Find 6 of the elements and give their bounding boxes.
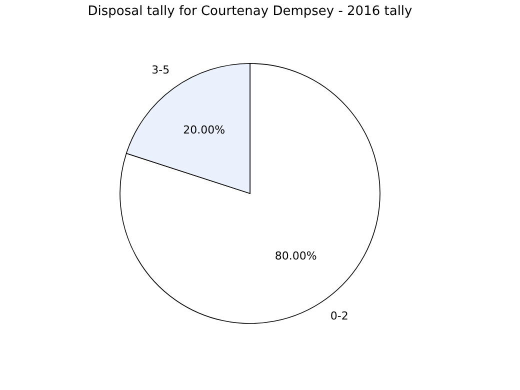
slice-label: 3-5: [152, 64, 170, 77]
slice-label: 0-2: [330, 309, 348, 322]
data-label: 20.00%: [183, 123, 226, 136]
data-label: 80.00%: [274, 250, 317, 263]
pie-slice: [120, 63, 380, 324]
chart-title: Disposal tally for Courtenay Dempsey - 2016 tally: [88, 4, 413, 19]
